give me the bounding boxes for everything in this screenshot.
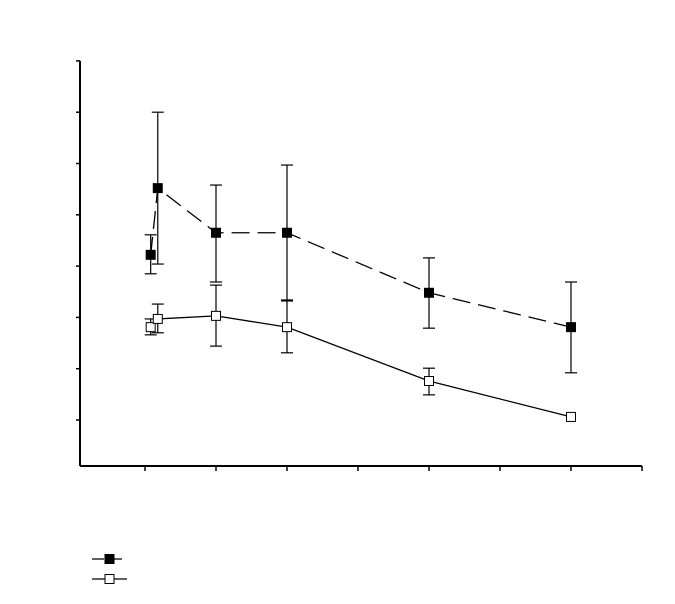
data-point (566, 411, 576, 422)
data-point (152, 313, 163, 324)
series-1 (144, 111, 577, 374)
data-point (282, 227, 292, 238)
data-point (152, 183, 163, 194)
legend-entry-2 (92, 574, 127, 584)
data-point (566, 322, 576, 333)
data-point (424, 287, 434, 298)
data-point (282, 322, 292, 333)
data-point (145, 322, 156, 333)
legend (92, 554, 127, 584)
axes (76, 60, 643, 471)
series-line (150, 315, 572, 418)
legend-marker (104, 554, 115, 564)
series-2 (144, 284, 576, 422)
data-point (145, 249, 156, 260)
legend-entry-1 (92, 554, 127, 564)
plot-area (144, 111, 577, 422)
data-point (424, 376, 434, 387)
data-point (211, 310, 221, 321)
series-line (150, 186, 572, 328)
data-point (211, 227, 221, 238)
legend-marker (104, 574, 115, 584)
